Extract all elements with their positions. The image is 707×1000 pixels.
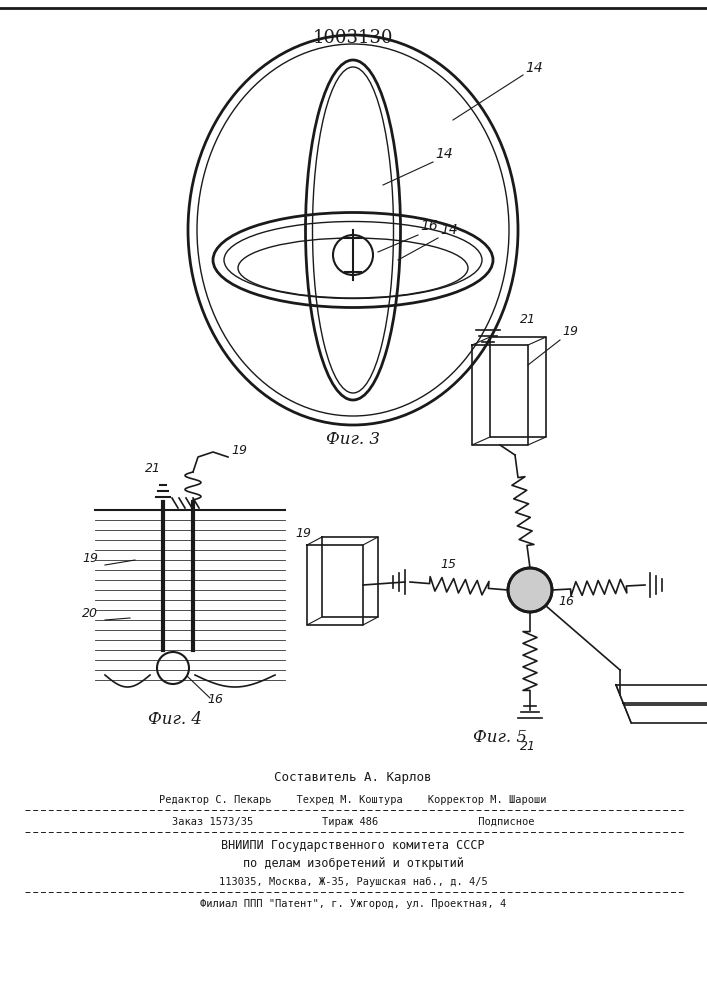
- Text: 16: 16: [207, 693, 223, 706]
- Text: Заказ 1573/35           Тираж 486                Подписное: Заказ 1573/35 Тираж 486 Подписное: [172, 817, 534, 827]
- Text: Фиг. 3: Фиг. 3: [326, 432, 380, 448]
- Text: Фиг. 4: Фиг. 4: [148, 712, 202, 728]
- Text: 19: 19: [82, 552, 98, 565]
- Text: 16: 16: [558, 595, 574, 608]
- Text: 14: 14: [435, 147, 452, 161]
- Text: 19: 19: [295, 527, 311, 540]
- Text: 16: 16: [420, 219, 438, 233]
- Text: ВНИИПИ Государственного комитета СССР: ВНИИПИ Государственного комитета СССР: [221, 840, 485, 852]
- Text: Составитель А. Карлов: Составитель А. Карлов: [274, 772, 432, 784]
- Text: Редактор С. Пекарь    Техред М. Коштура    Корректор М. Шароши: Редактор С. Пекарь Техред М. Коштура Кор…: [159, 795, 547, 805]
- Text: 21: 21: [520, 313, 536, 326]
- Circle shape: [508, 568, 552, 612]
- Text: 21: 21: [145, 462, 161, 475]
- Text: 14: 14: [525, 61, 543, 75]
- Text: 15: 15: [440, 558, 456, 571]
- Text: 113035, Москва, Ж-35, Раушская наб., д. 4/5: 113035, Москва, Ж-35, Раушская наб., д. …: [218, 877, 487, 887]
- Text: 1003130: 1003130: [312, 29, 393, 47]
- Text: 20: 20: [82, 607, 98, 620]
- Text: 19: 19: [231, 444, 247, 457]
- Text: 19: 19: [562, 325, 578, 338]
- Text: Филиал ППП "Патент", г. Ужгород, ул. Проектная, 4: Филиал ППП "Патент", г. Ужгород, ул. Про…: [200, 899, 506, 909]
- Text: по делам изобретений и открытий: по делам изобретений и открытий: [243, 857, 463, 870]
- Text: 21: 21: [520, 740, 536, 753]
- Text: Фиг. 5: Фиг. 5: [473, 730, 527, 746]
- Text: 14: 14: [440, 223, 457, 237]
